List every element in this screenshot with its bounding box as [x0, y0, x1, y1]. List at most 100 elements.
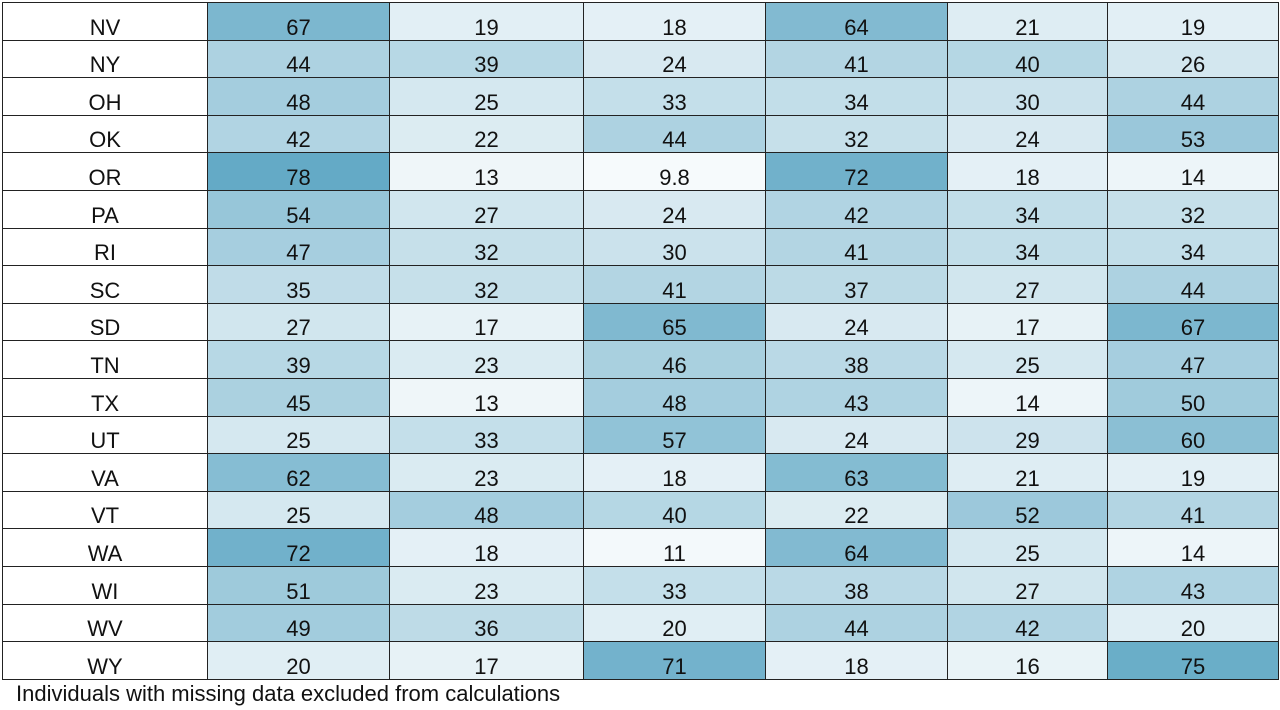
value-cell: 72	[207, 528, 390, 567]
value-cell: 63	[765, 453, 948, 492]
value-cell: 40	[583, 490, 766, 530]
state-cell: UT	[2, 415, 208, 455]
value-cell: 14	[1107, 528, 1279, 567]
value-cell: 30	[947, 77, 1108, 116]
value-cell: 19	[1107, 453, 1279, 492]
value-cell: 67	[207, 2, 390, 41]
state-cell: WA	[2, 528, 208, 567]
value-cell: 71	[583, 641, 766, 680]
value-cell: 24	[765, 415, 948, 455]
heatmap-table: NV 67 19 18 64 21 19 NY 44 39 24 41 40 26 OH 48 25 33 34 30…	[2, 2, 1279, 680]
value-cell: 41	[583, 265, 766, 304]
value-cell: 38	[765, 340, 948, 379]
state-cell: NV	[2, 2, 208, 41]
table-row: OH 48 25 33 34 30 44	[2, 77, 1279, 116]
value-cell: 17	[947, 302, 1108, 342]
value-cell: 64	[765, 2, 948, 41]
value-cell: 39	[389, 39, 584, 79]
value-cell: 60	[1107, 415, 1279, 455]
value-cell: 72	[765, 152, 948, 191]
table-row: OR 78 13 9.8 72 18 14	[2, 152, 1279, 191]
value-cell: 33	[583, 565, 766, 605]
value-cell: 44	[583, 114, 766, 154]
value-cell: 13	[389, 377, 584, 417]
state-cell: OH	[2, 77, 208, 116]
value-cell: 27	[947, 265, 1108, 304]
value-cell: 33	[583, 77, 766, 116]
value-cell: 34	[765, 77, 948, 116]
value-cell: 36	[389, 603, 584, 643]
table-row: VT 25 48 40 22 52 41	[2, 490, 1279, 530]
value-cell: 54	[207, 189, 390, 229]
state-cell: OK	[2, 114, 208, 154]
value-cell: 50	[1107, 377, 1279, 417]
table-row: WA 72 18 11 64 25 14	[2, 528, 1279, 567]
table-row: UT 25 33 57 24 29 60	[2, 415, 1279, 455]
value-cell: 25	[389, 77, 584, 116]
value-cell: 44	[1107, 265, 1279, 304]
table-row: SC 35 32 41 37 27 44	[2, 265, 1279, 304]
value-cell: 18	[389, 528, 584, 567]
value-cell: 9.8	[583, 152, 766, 191]
value-cell: 51	[207, 565, 390, 605]
value-cell: 47	[207, 227, 390, 267]
value-cell: 48	[389, 490, 584, 530]
table-row: NV 67 19 18 64 21 19	[2, 2, 1279, 41]
value-cell: 67	[1107, 302, 1279, 342]
state-cell: WV	[2, 603, 208, 643]
table-row: TX 45 13 48 43 14 50	[2, 377, 1279, 417]
value-cell: 44	[207, 39, 390, 79]
value-cell: 21	[947, 2, 1108, 41]
value-cell: 26	[1107, 39, 1279, 79]
value-cell: 19	[389, 2, 584, 41]
value-cell: 19	[1107, 2, 1279, 41]
value-cell: 32	[389, 227, 584, 267]
value-cell: 43	[765, 377, 948, 417]
value-cell: 48	[583, 377, 766, 417]
value-cell: 21	[947, 453, 1108, 492]
table-row: WY 20 17 71 18 16 75	[2, 641, 1279, 680]
value-cell: 25	[947, 528, 1108, 567]
state-cell: TX	[2, 377, 208, 417]
value-cell: 17	[389, 302, 584, 342]
value-cell: 53	[1107, 114, 1279, 154]
value-cell: 42	[947, 603, 1108, 643]
value-cell: 25	[207, 490, 390, 530]
state-cell: WY	[2, 641, 208, 680]
value-cell: 41	[765, 39, 948, 79]
value-cell: 38	[765, 565, 948, 605]
value-cell: 47	[1107, 340, 1279, 379]
value-cell: 29	[947, 415, 1108, 455]
value-cell: 18	[583, 2, 766, 41]
value-cell: 64	[765, 528, 948, 567]
value-cell: 40	[947, 39, 1108, 79]
state-cell: TN	[2, 340, 208, 379]
value-cell: 16	[947, 641, 1108, 680]
value-cell: 44	[1107, 77, 1279, 116]
value-cell: 18	[765, 641, 948, 680]
value-cell: 32	[1107, 189, 1279, 229]
table-row: RI 47 32 30 41 34 34	[2, 227, 1279, 267]
value-cell: 25	[207, 415, 390, 455]
value-cell: 46	[583, 340, 766, 379]
value-cell: 34	[947, 189, 1108, 229]
value-cell: 23	[389, 453, 584, 492]
value-cell: 49	[207, 603, 390, 643]
value-cell: 57	[583, 415, 766, 455]
value-cell: 43	[1107, 565, 1279, 605]
state-cell: SC	[2, 265, 208, 304]
value-cell: 44	[765, 603, 948, 643]
state-cell: OR	[2, 152, 208, 191]
value-cell: 37	[765, 265, 948, 304]
table-row: WV 49 36 20 44 42 20	[2, 603, 1279, 643]
state-cell: WI	[2, 565, 208, 605]
state-cell: PA	[2, 189, 208, 229]
value-cell: 62	[207, 453, 390, 492]
value-cell: 20	[1107, 603, 1279, 643]
value-cell: 24	[765, 302, 948, 342]
state-cell: SD	[2, 302, 208, 342]
value-cell: 78	[207, 152, 390, 191]
value-cell: 20	[207, 641, 390, 680]
value-cell: 22	[765, 490, 948, 530]
